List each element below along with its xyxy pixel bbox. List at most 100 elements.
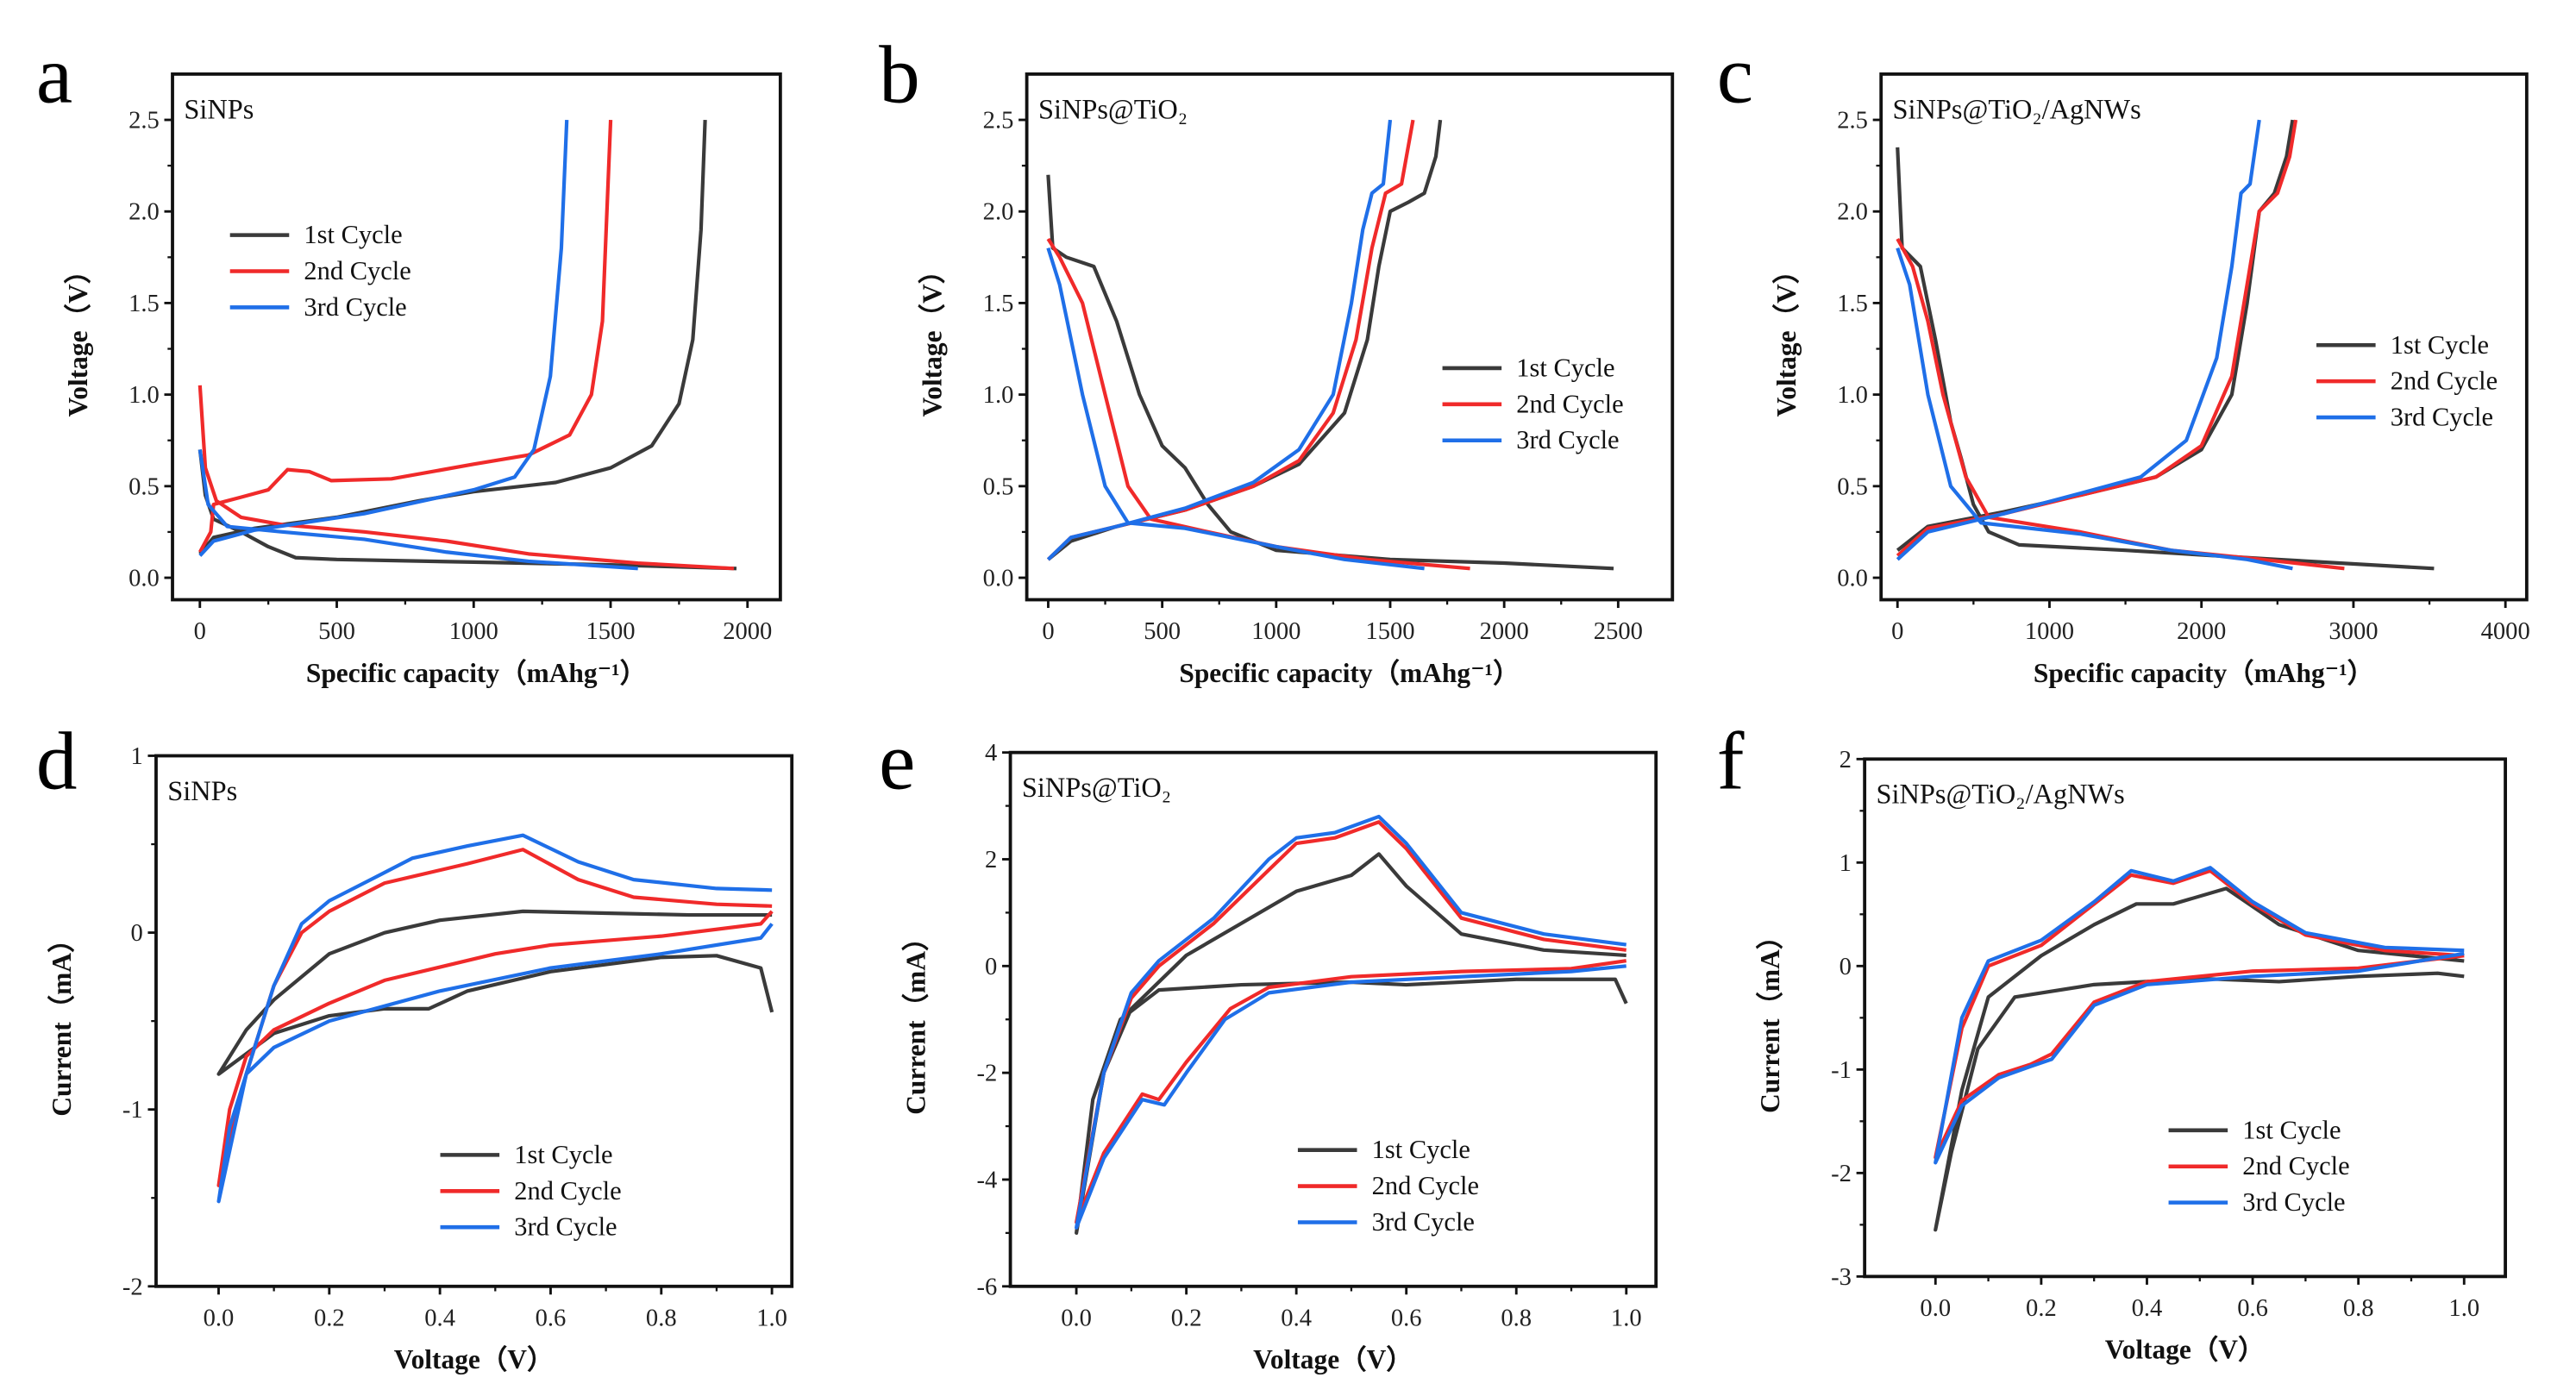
- y-tick-label: 2.5: [1837, 108, 1868, 135]
- panel-f: f SiNPs@TiO₂/AgNWs 0.0 0.2 0.4 0.6 0.8 1.0 -3 -2 -…: [1717, 716, 2507, 1365]
- y-tick-label: 2: [985, 847, 997, 873]
- x-tick-label: 1500: [1365, 618, 1414, 645]
- series-line-1st-cycle: [1046, 174, 1614, 571]
- legend-label: 3rd Cycle: [304, 292, 406, 322]
- x-tick-label: 2000: [2177, 618, 2226, 645]
- legend-label: 3rd Cycle: [2391, 403, 2493, 432]
- x-axis-label: Specific capacity（mAhg⁻¹）: [1179, 658, 1520, 688]
- series-line-3rd-cycle: [1896, 247, 2293, 571]
- x-tick-label: 0.0: [1061, 1305, 1092, 1332]
- legend-label: 3rd Cycle: [2242, 1187, 2345, 1217]
- y-tick-label: 4: [985, 740, 997, 767]
- x-tick-label: 0: [1891, 618, 1903, 645]
- x-tick-label: 1000: [1251, 618, 1301, 645]
- panel-b: b SiNPs@TiO₂ 0 500 1000 1500 2000 2500 0.0 0.5 1.0…: [879, 28, 1675, 688]
- series-line-3rd-cycle: [1046, 119, 1393, 561]
- y-axis-label: Voltage（V）: [63, 257, 93, 417]
- plot-frame: [1025, 72, 1675, 602]
- series-line-3rd-cycle: [1934, 866, 2465, 1165]
- y-tick-label: -2: [977, 1061, 998, 1087]
- legend-label: 2nd Cycle: [1516, 389, 1623, 418]
- x-tick-label: 1000: [2025, 618, 2074, 645]
- x-tick-label: 0.2: [2026, 1295, 2057, 1322]
- legend-label: 3rd Cycle: [1516, 425, 1619, 454]
- plot-frame: [154, 754, 794, 1288]
- series-line-3rd-cycle: [1075, 814, 1627, 1230]
- panel-letter: e: [879, 716, 915, 807]
- panel-letter: b: [879, 28, 920, 120]
- series-line-3rd-cycle: [1896, 119, 2261, 561]
- y-tick-label: 0: [130, 920, 142, 947]
- legend-label: 2nd Cycle: [304, 256, 411, 285]
- y-tick-label: 0.0: [128, 566, 160, 592]
- legend-label: 1st Cycle: [304, 220, 402, 249]
- y-tick-label: 0.0: [983, 566, 1014, 592]
- x-tick-label: 0.6: [536, 1305, 567, 1332]
- sample-title: SiNPs@TiO₂: [1038, 94, 1188, 125]
- series-line-2nd-cycle: [197, 119, 613, 554]
- panel-letter: a: [36, 28, 72, 120]
- x-tick-label: 0.6: [2237, 1295, 2268, 1322]
- series-line-2nd-cycle: [1046, 237, 1470, 571]
- y-tick-label: 2.0: [1837, 199, 1868, 226]
- series-line-3rd-cycle: [216, 833, 774, 1204]
- y-tick-label: 2.0: [128, 199, 160, 226]
- x-tick-label: 500: [318, 618, 355, 645]
- y-tick-label: 2.0: [983, 199, 1014, 226]
- x-tick-label: 0.4: [1281, 1305, 1312, 1332]
- x-axis-label: Voltage（V）: [394, 1344, 555, 1374]
- sample-title: SiNPs@TiO₂/AgNWs: [1876, 780, 2124, 811]
- sample-title: SiNPs: [167, 776, 237, 807]
- y-tick-label: -3: [1831, 1264, 1852, 1291]
- y-tick-label: 1.5: [128, 291, 160, 317]
- legend-label: 1st Cycle: [1372, 1135, 1470, 1164]
- x-tick-label: 1.0: [756, 1305, 787, 1332]
- y-axis-label: Current（mA）: [901, 924, 931, 1115]
- x-tick-label: 0.2: [1171, 1305, 1202, 1332]
- y-tick-label: -1: [122, 1097, 143, 1124]
- x-tick-label: 3000: [2328, 618, 2378, 645]
- y-tick-label: -2: [122, 1274, 143, 1300]
- y-tick-label: 1.0: [983, 382, 1014, 409]
- y-axis-label: Current（mA）: [47, 926, 77, 1117]
- y-tick-label: 1: [1840, 850, 1852, 877]
- x-tick-label: 0.6: [1391, 1305, 1422, 1332]
- panel-letter: c: [1717, 28, 1753, 120]
- y-tick-label: -1: [1831, 1057, 1852, 1084]
- sample-title: SiNPs: [184, 94, 254, 125]
- panel-letter: f: [1717, 716, 1745, 807]
- y-tick-label: -4: [977, 1167, 998, 1193]
- legend-label: 1st Cycle: [2242, 1115, 2341, 1144]
- plot-frame: [171, 72, 782, 602]
- series-line-2nd-cycle: [197, 385, 735, 571]
- series-line-1st-cycle: [1896, 119, 2295, 552]
- y-axis-label: Current（mA）: [1755, 923, 1785, 1113]
- x-tick-label: 0.4: [424, 1305, 455, 1332]
- y-tick-label: 2.5: [128, 108, 160, 135]
- series-line-1st-cycle: [216, 909, 774, 1076]
- x-tick-label: 0.0: [204, 1305, 235, 1332]
- x-tick-label: 0.2: [314, 1305, 345, 1332]
- series-line-1st-cycle: [197, 449, 737, 571]
- legend-label: 3rd Cycle: [1372, 1207, 1475, 1237]
- panel-letter: d: [36, 716, 78, 807]
- x-tick-label: 2500: [1594, 618, 1643, 645]
- x-tick-label: 1500: [586, 618, 635, 645]
- legend-label: 2nd Cycle: [1372, 1171, 1479, 1200]
- y-tick-label: 1.0: [128, 382, 160, 409]
- panel-a: a SiNPs 0 500 1000 1500 2000 0.0 0.5 1.0 1.5 2.0 2.5…: [36, 28, 782, 688]
- y-axis-label: Voltage（V）: [1771, 257, 1802, 417]
- x-tick-label: 0.0: [1920, 1295, 1951, 1322]
- x-axis-label: Specific capacity（mAhg⁻¹）: [2034, 658, 2374, 688]
- y-tick-label: 0.0: [1837, 566, 1868, 592]
- y-tick-label: 1.5: [983, 291, 1014, 317]
- x-tick-label: 0: [194, 618, 206, 645]
- series-line-1st-cycle: [1075, 852, 1628, 1235]
- y-tick-label: 2.5: [983, 108, 1014, 135]
- legend-label: 1st Cycle: [2391, 330, 2489, 360]
- plot-frame: [1879, 72, 2529, 602]
- series-line-1st-cycle: [198, 119, 707, 555]
- y-tick-label: 0.5: [128, 473, 160, 500]
- x-tick-label: 4000: [2481, 618, 2530, 645]
